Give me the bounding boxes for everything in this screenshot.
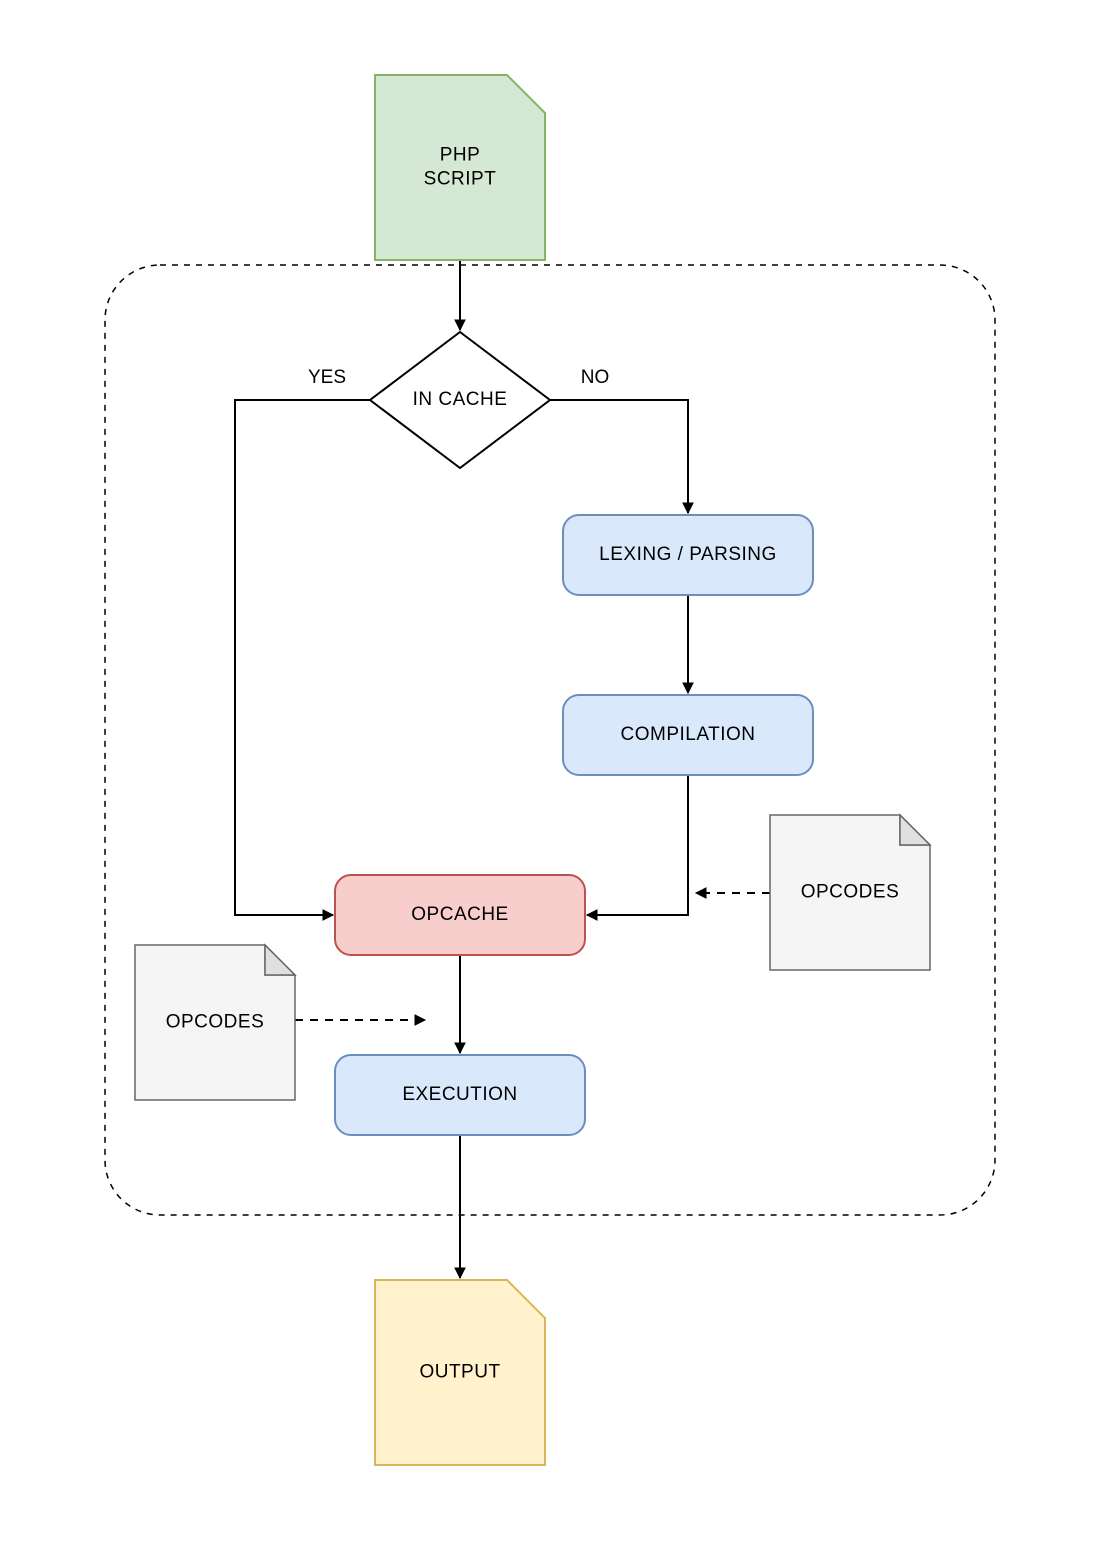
php_script-label: SCRIPT (424, 169, 497, 190)
compilation-label: COMPILATION (621, 724, 756, 745)
php_script (375, 75, 545, 260)
flowchart-canvas: NO YES PHP SCRIPT IN CACHE LEXING / PARSING CO… (0, 0, 1100, 1560)
edge-comp-down (587, 775, 688, 915)
opcodes_right-label: OPCODES (801, 882, 900, 903)
edge-cache-yes (235, 400, 370, 915)
edge-cache-no-label: NO (581, 367, 610, 388)
php_script-label: PHP (440, 145, 481, 166)
edge-cache-no (550, 400, 688, 513)
edge-cache-yes-label: YES (308, 367, 346, 388)
opcodes_left-label: OPCODES (166, 1012, 265, 1033)
opcodes_left-fold-fill (265, 945, 295, 975)
lexing-label: LEXING / PARSING (599, 544, 777, 565)
opcache-label: OPCACHE (411, 904, 508, 925)
execution-label: EXECUTION (402, 1084, 517, 1105)
output-label: OUTPUT (419, 1362, 500, 1383)
opcodes_right-fold-fill (900, 815, 930, 845)
in_cache-label: IN CACHE (413, 389, 508, 410)
